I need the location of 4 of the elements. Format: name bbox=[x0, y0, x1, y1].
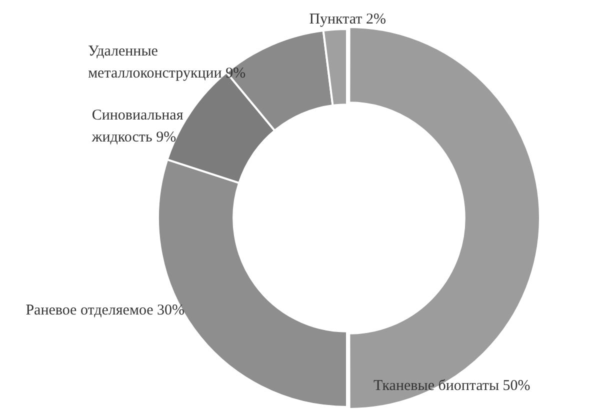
slice-label: Тканевые биоптаты 50% bbox=[373, 378, 530, 394]
slice-label: Пунктат 2% bbox=[309, 11, 386, 28]
slice-label: Раневое отделяемое 30% bbox=[26, 302, 185, 318]
slice-label: Синовиальная жидкость 9% bbox=[90, 108, 184, 146]
